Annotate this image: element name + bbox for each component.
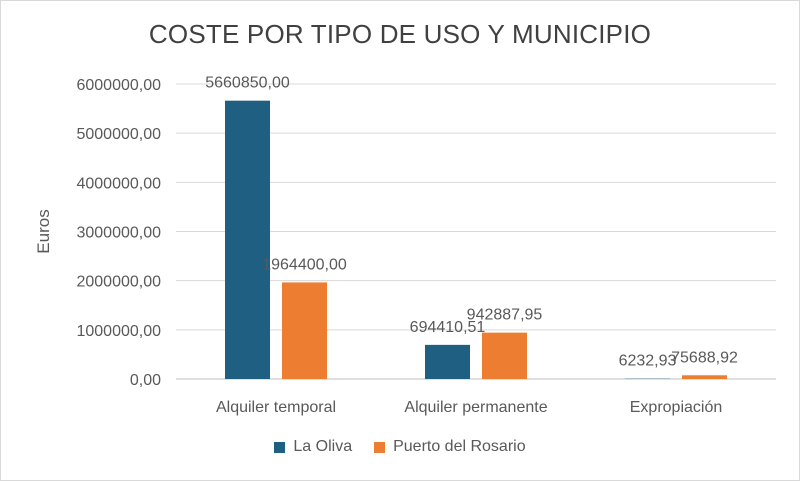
data-label: 942887,95 <box>467 307 543 324</box>
legend-label: La Oliva <box>293 438 353 455</box>
y-tick-label: 4000000,00 <box>76 175 161 192</box>
data-label: 5660850,00 <box>205 75 290 92</box>
y-tick-label: 1000000,00 <box>76 323 161 340</box>
bar <box>425 344 470 379</box>
data-label: 1964400,00 <box>262 256 347 273</box>
data-label: 75688,92 <box>671 349 738 366</box>
data-label: 694410,51 <box>410 319 486 336</box>
bar <box>282 282 327 379</box>
legend-item: Puerto del Rosario <box>374 438 526 456</box>
y-axis-title: Euros <box>34 209 53 253</box>
legend-item: La Oliva <box>274 438 352 456</box>
y-tick-label: 0,00 <box>130 372 161 389</box>
x-tick-label: Alquiler permanente <box>404 399 547 416</box>
y-tick-label: 5000000,00 <box>76 126 161 143</box>
bar <box>482 332 527 379</box>
legend-label: Puerto del Rosario <box>393 438 526 455</box>
y-tick-label: 3000000,00 <box>76 225 161 242</box>
y-tick-label: 6000000,00 <box>76 77 161 94</box>
x-tick-label: Expropiación <box>630 399 723 416</box>
legend-swatch <box>374 441 386 453</box>
bar <box>225 100 270 380</box>
x-tick-label: Alquiler temporal <box>216 399 336 416</box>
chart-legend: La Oliva Puerto del Rosario <box>1 438 799 456</box>
y-tick-label: 2000000,00 <box>76 274 161 291</box>
chart-title: COSTE POR TIPO DE USO Y MUNICIPIO <box>148 19 652 49</box>
bar <box>682 375 727 379</box>
legend-swatch <box>274 441 286 453</box>
data-label: 6232,93 <box>619 353 677 370</box>
